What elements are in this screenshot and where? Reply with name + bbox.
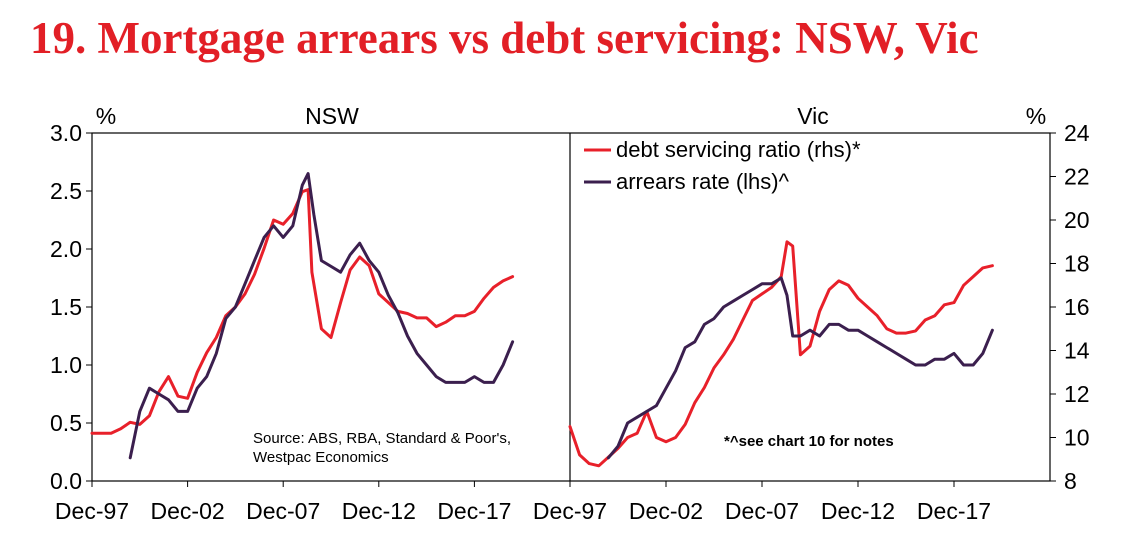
panel-name-nsw: NSW bbox=[305, 103, 359, 129]
x-tick-label: Dec-97 bbox=[55, 498, 129, 524]
x-tick-label: Dec-17 bbox=[437, 498, 511, 524]
left-tick-label: 0.0 bbox=[50, 468, 82, 494]
x-tick-label: Dec-02 bbox=[629, 498, 703, 524]
x-tick-label: Dec-97 bbox=[533, 498, 607, 524]
right-tick-label: 16 bbox=[1064, 294, 1090, 320]
source-note-line: Westpac Economics bbox=[253, 449, 389, 466]
x-tick-label: Dec-02 bbox=[151, 498, 225, 524]
vic-debt-servicing-line bbox=[568, 240, 994, 468]
right-tick-label: 12 bbox=[1064, 381, 1090, 407]
chart-note: *^see chart 10 for notes bbox=[724, 433, 894, 450]
series-layer bbox=[90, 172, 994, 468]
left-tick-label: 0.5 bbox=[50, 410, 82, 436]
right-tick-label: 20 bbox=[1064, 207, 1090, 233]
left-axis-unit: % bbox=[96, 103, 116, 129]
source-note-line: Source: ABS, RBA, Standard & Poor's, bbox=[253, 430, 511, 447]
tick-labels: 0.0 0.5 1.0 1.5 2.0 2.5 3.0 8 10 12 14 16 18 20 22 24 De… bbox=[50, 120, 1090, 524]
chart-title: 19. Mortgage arrears vs debt servicing: … bbox=[30, 13, 979, 63]
right-axis-unit: % bbox=[1026, 103, 1046, 129]
x-tick-label: Dec-17 bbox=[917, 498, 991, 524]
plot-frame bbox=[86, 132, 1056, 487]
left-tick-label: 1.5 bbox=[50, 294, 82, 320]
legend-label-debt-servicing: debt servicing ratio (rhs)* bbox=[616, 137, 861, 162]
legend-label-arrears: arrears rate (lhs)^ bbox=[616, 169, 790, 194]
right-tick-label: 10 bbox=[1064, 425, 1090, 451]
x-tick-label: Dec-07 bbox=[246, 498, 320, 524]
right-tick-label: 14 bbox=[1064, 338, 1090, 364]
nsw-debt-servicing-line bbox=[90, 188, 515, 435]
left-tick-label: 2.5 bbox=[50, 178, 82, 204]
panel-name-vic: Vic bbox=[797, 103, 829, 129]
left-tick-label: 2.0 bbox=[50, 236, 82, 262]
chart-annotations: % % NSW Vic debt servicing ratio (rhs)* arrea… bbox=[96, 103, 1046, 466]
right-tick-label: 24 bbox=[1064, 120, 1090, 146]
nsw-arrears-line bbox=[128, 172, 515, 460]
vic-arrears-line bbox=[606, 276, 994, 460]
right-tick-label: 22 bbox=[1064, 164, 1090, 190]
x-tick-label: Dec-07 bbox=[725, 498, 799, 524]
right-tick-label: 8 bbox=[1064, 468, 1077, 494]
right-tick-label: 18 bbox=[1064, 251, 1090, 277]
x-tick-label: Dec-12 bbox=[342, 498, 416, 524]
left-tick-label: 1.0 bbox=[50, 352, 82, 378]
left-tick-label: 3.0 bbox=[50, 120, 82, 146]
x-tick-label: Dec-12 bbox=[821, 498, 895, 524]
